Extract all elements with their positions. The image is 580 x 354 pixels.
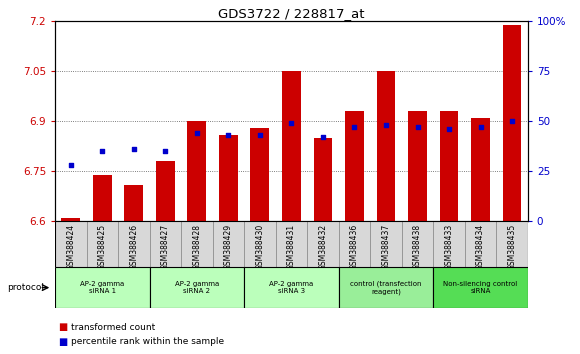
Text: GSM388424: GSM388424 (66, 224, 75, 270)
Text: GSM388435: GSM388435 (508, 224, 517, 270)
Bar (93, 175, 112, 221)
Bar (244, 221, 276, 267)
Bar (55, 221, 86, 267)
Point (476, 124, 485, 130)
Title: GDS3722 / 228817_at: GDS3722 / 228817_at (218, 7, 365, 20)
Bar (276, 221, 307, 267)
Text: GSM388434: GSM388434 (476, 224, 485, 270)
Text: percentile rank within the sample: percentile rank within the sample (71, 337, 224, 346)
Text: GSM388431: GSM388431 (287, 224, 296, 270)
Bar (118, 221, 150, 267)
Point (350, 124, 359, 130)
Point (193, 130, 202, 136)
Text: GSM388428: GSM388428 (193, 224, 201, 269)
Bar (213, 221, 244, 267)
Text: AP-2 gamma
siRNA 2: AP-2 gamma siRNA 2 (175, 281, 219, 295)
Point (66, 162, 75, 168)
Text: GSM388432: GSM388432 (318, 224, 328, 270)
Bar (433, 221, 465, 267)
Text: AP-2 gamma
siRNA 1: AP-2 gamma siRNA 1 (80, 281, 125, 295)
Text: GSM388426: GSM388426 (129, 224, 139, 270)
Bar (339, 221, 370, 267)
Point (97, 148, 107, 154)
Bar (156, 161, 175, 221)
Bar (433, 267, 528, 308)
Point (129, 147, 139, 152)
Text: GSM388437: GSM388437 (382, 224, 390, 270)
Bar (150, 267, 244, 308)
Bar (408, 111, 427, 221)
Bar (307, 221, 339, 267)
Bar (61, 218, 80, 221)
Text: protocol: protocol (7, 283, 44, 292)
Text: Non-silencing control
siRNA: Non-silencing control siRNA (443, 281, 518, 295)
Bar (345, 111, 364, 221)
Bar (376, 71, 396, 221)
Bar (314, 138, 332, 221)
Bar (150, 221, 181, 267)
Bar (181, 221, 213, 267)
Bar (55, 267, 150, 308)
Bar (339, 267, 433, 308)
Text: GSM388427: GSM388427 (161, 224, 170, 270)
Point (444, 126, 454, 132)
Text: GSM388425: GSM388425 (98, 224, 107, 270)
Point (287, 120, 296, 126)
Bar (244, 267, 339, 308)
Text: GSM388433: GSM388433 (444, 224, 454, 270)
Bar (251, 128, 269, 221)
Point (161, 148, 170, 154)
Bar (125, 184, 143, 221)
Bar (471, 118, 490, 221)
Text: AP-2 gamma
siRNA 3: AP-2 gamma siRNA 3 (269, 281, 314, 295)
Text: transformed count: transformed count (71, 323, 155, 332)
Bar (187, 121, 206, 221)
Point (413, 124, 422, 130)
Point (255, 132, 264, 138)
Bar (465, 221, 496, 267)
Point (508, 118, 517, 124)
Point (318, 135, 328, 140)
Text: GSM388436: GSM388436 (350, 224, 359, 270)
Point (382, 122, 391, 128)
Text: control (transfection
reagent): control (transfection reagent) (350, 280, 422, 295)
Bar (503, 24, 521, 221)
Bar (440, 111, 458, 221)
Text: GSM388438: GSM388438 (413, 224, 422, 270)
Bar (86, 221, 118, 267)
Point (224, 132, 233, 138)
Text: ■: ■ (58, 337, 67, 347)
Bar (370, 221, 402, 267)
Text: GSM388430: GSM388430 (255, 224, 264, 270)
Text: ■: ■ (58, 322, 67, 332)
Bar (282, 71, 301, 221)
Bar (496, 221, 528, 267)
Text: GSM388429: GSM388429 (224, 224, 233, 270)
Bar (219, 135, 238, 221)
Bar (402, 221, 433, 267)
